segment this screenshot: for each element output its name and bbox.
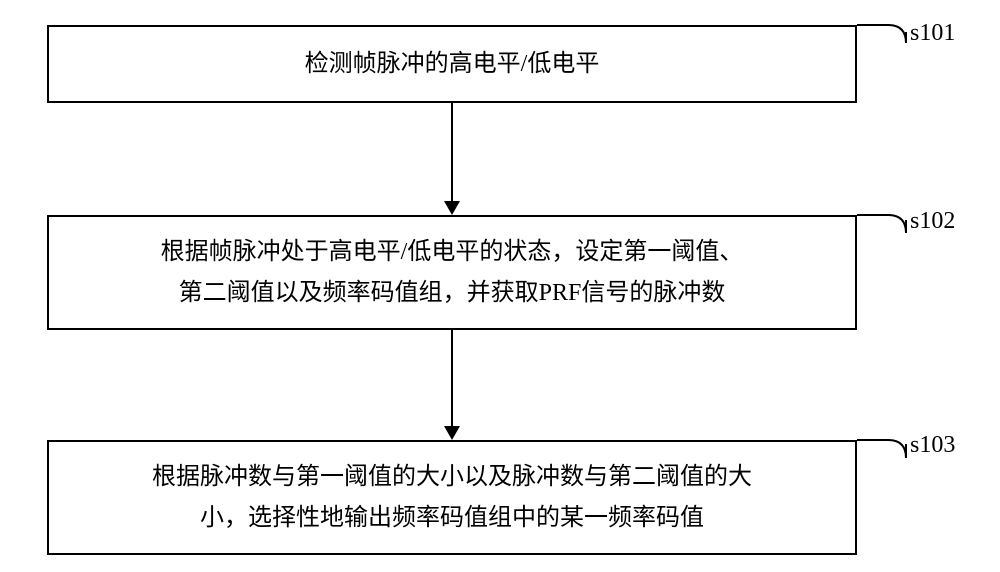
step-label-2: s102 (910, 208, 955, 235)
step-box-1: 检测帧脉冲的高电平/低电平 (47, 25, 857, 103)
step-box-3: 根据脉冲数与第一阈值的大小以及脉冲数与第二阈值的大小，选择性地输出频率码值组中的… (47, 440, 857, 555)
arrow-1 (451, 103, 453, 203)
callout-1 (853, 3, 910, 74)
step-label-3: s103 (910, 432, 955, 459)
step-text-3: 根据脉冲数与第一阈值的大小以及脉冲数与第二阈值的大小，选择性地输出频率码值组中的… (152, 457, 752, 539)
step-box-2: 根据帧脉冲处于高电平/低电平的状态，设定第一阈值、第二阈值以及频率码值组，并获取… (47, 215, 857, 330)
step-label-1: s101 (910, 20, 955, 47)
arrow-head-2 (444, 426, 460, 440)
callout-3 (853, 418, 910, 486)
callout-2 (853, 193, 910, 262)
arrow-head-1 (444, 201, 460, 215)
step-text-1: 检测帧脉冲的高电平/低电平 (305, 44, 600, 85)
step-text-2: 根据帧脉冲处于高电平/低电平的状态，设定第一阈值、第二阈值以及频率码值组，并获取… (161, 232, 744, 314)
diagram-canvas: 检测帧脉冲的高电平/低电平 s101 根据帧脉冲处于高电平/低电平的状态，设定第… (0, 0, 1000, 572)
arrow-2 (451, 330, 453, 428)
